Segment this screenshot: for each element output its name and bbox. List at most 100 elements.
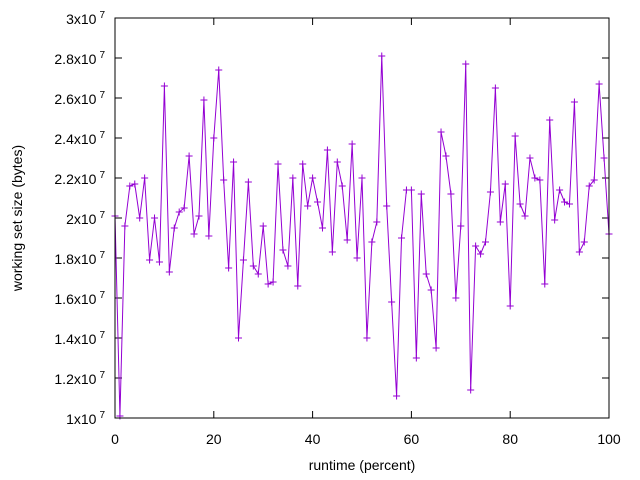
- y-tick-exponent: 7: [99, 170, 105, 181]
- data-point-marker: [348, 140, 356, 148]
- data-point-marker: [205, 232, 213, 240]
- y-tick-label: 2.4x10 7: [54, 130, 105, 147]
- data-point-marker: [210, 134, 218, 142]
- data-point-marker: [338, 182, 346, 190]
- data-point-marker: [580, 238, 588, 246]
- y-tick-label: 2x10 7: [66, 210, 105, 227]
- data-point-marker: [279, 246, 287, 254]
- data-point-marker: [141, 174, 149, 182]
- data-point-marker: [551, 216, 559, 224]
- data-point-marker: [496, 218, 504, 226]
- data-point-marker: [343, 236, 351, 244]
- data-series: [111, 52, 613, 420]
- data-point-marker: [383, 202, 391, 210]
- y-tick-mantissa: 2.8x10: [54, 51, 96, 67]
- data-point-marker: [600, 154, 608, 162]
- data-point-marker: [462, 60, 470, 68]
- data-point-marker: [417, 190, 425, 198]
- plot-border: [114, 17, 610, 419]
- data-point-marker: [269, 278, 277, 286]
- data-point-marker: [467, 386, 475, 394]
- data-point-marker: [274, 160, 282, 168]
- data-point-marker: [482, 238, 489, 246]
- y-tick-mantissa: 1.2x10: [54, 371, 96, 387]
- data-point-marker: [575, 248, 583, 256]
- data-point-marker: [556, 186, 564, 194]
- data-point-marker: [239, 256, 247, 264]
- y-tick-label: 2.6x10 7: [54, 90, 105, 107]
- data-point-marker: [230, 158, 238, 166]
- data-point-marker: [155, 258, 163, 266]
- data-point-marker: [565, 200, 573, 208]
- data-point-marker: [388, 298, 396, 306]
- data-point-marker: [412, 354, 420, 362]
- x-tick-label: 40: [305, 431, 321, 447]
- data-point-marker: [235, 334, 242, 342]
- y-tick-mantissa: 2x10: [66, 211, 97, 227]
- data-point-marker: [318, 224, 326, 232]
- data-point-marker: [541, 280, 549, 288]
- data-point-marker: [254, 270, 262, 278]
- data-point-marker: [442, 152, 450, 160]
- data-point-marker: [506, 302, 514, 310]
- data-point-marker: [299, 160, 307, 168]
- data-point-marker: [264, 280, 272, 288]
- data-point-marker: [328, 248, 336, 256]
- y-tick-exponent: 7: [99, 10, 105, 21]
- data-point-marker: [333, 158, 341, 166]
- y-tick-label: 3x10 7: [66, 10, 105, 27]
- data-point-marker: [200, 96, 208, 104]
- data-point-marker: [511, 132, 519, 140]
- data-point-marker: [526, 154, 534, 162]
- data-point-marker: [353, 254, 361, 262]
- data-point-marker: [244, 178, 252, 186]
- data-point-marker: [220, 176, 228, 184]
- y-axis-title: working set size (bytes): [9, 145, 25, 292]
- data-point-marker: [407, 186, 415, 194]
- data-point-marker: [180, 204, 188, 212]
- x-tick-label: 80: [502, 431, 518, 447]
- data-point-marker: [427, 286, 435, 294]
- data-point-marker: [323, 146, 331, 154]
- y-tick-exponent: 7: [99, 410, 105, 421]
- y-tick-mantissa: 2.6x10: [54, 91, 96, 107]
- data-point-marker: [585, 182, 593, 190]
- y-tick-mantissa: 2.4x10: [54, 131, 96, 147]
- y-tick-label: 1.4x10 7: [54, 330, 105, 347]
- y-tick-exponent: 7: [99, 290, 105, 301]
- data-point-marker: [368, 238, 376, 246]
- data-point-marker: [259, 222, 267, 230]
- x-axis-title: runtime (percent): [309, 457, 416, 473]
- data-point-marker: [521, 212, 529, 220]
- data-point-marker: [516, 200, 524, 208]
- data-point-marker: [160, 82, 168, 90]
- y-tick-label: 1.2x10 7: [54, 370, 105, 387]
- data-point-marker: [378, 52, 386, 60]
- data-point-marker: [536, 176, 544, 184]
- data-point-marker: [225, 264, 233, 272]
- data-point-marker: [398, 234, 406, 242]
- data-point-marker: [501, 180, 509, 188]
- x-tick-label: 0: [111, 431, 119, 447]
- data-point-marker: [284, 262, 292, 270]
- data-point-marker: [314, 198, 322, 206]
- y-tick-label: 2.8x10 7: [54, 50, 105, 67]
- data-point-marker: [595, 80, 603, 88]
- data-point-marker: [170, 224, 178, 232]
- data-point-marker: [546, 116, 554, 124]
- data-point-marker: [363, 334, 371, 342]
- y-tick-mantissa: 1.4x10: [54, 331, 96, 347]
- data-point-marker: [561, 198, 569, 206]
- data-point-marker: [289, 174, 297, 182]
- data-point-marker: [432, 344, 440, 352]
- data-point-marker: [309, 174, 317, 182]
- data-point-marker: [249, 262, 257, 270]
- y-tick-label: 1x10 7: [66, 410, 105, 427]
- y-tick-mantissa: 2.2x10: [54, 171, 96, 187]
- data-point-marker: [447, 190, 455, 198]
- data-point-marker: [422, 270, 430, 278]
- y-tick-exponent: 7: [99, 370, 105, 381]
